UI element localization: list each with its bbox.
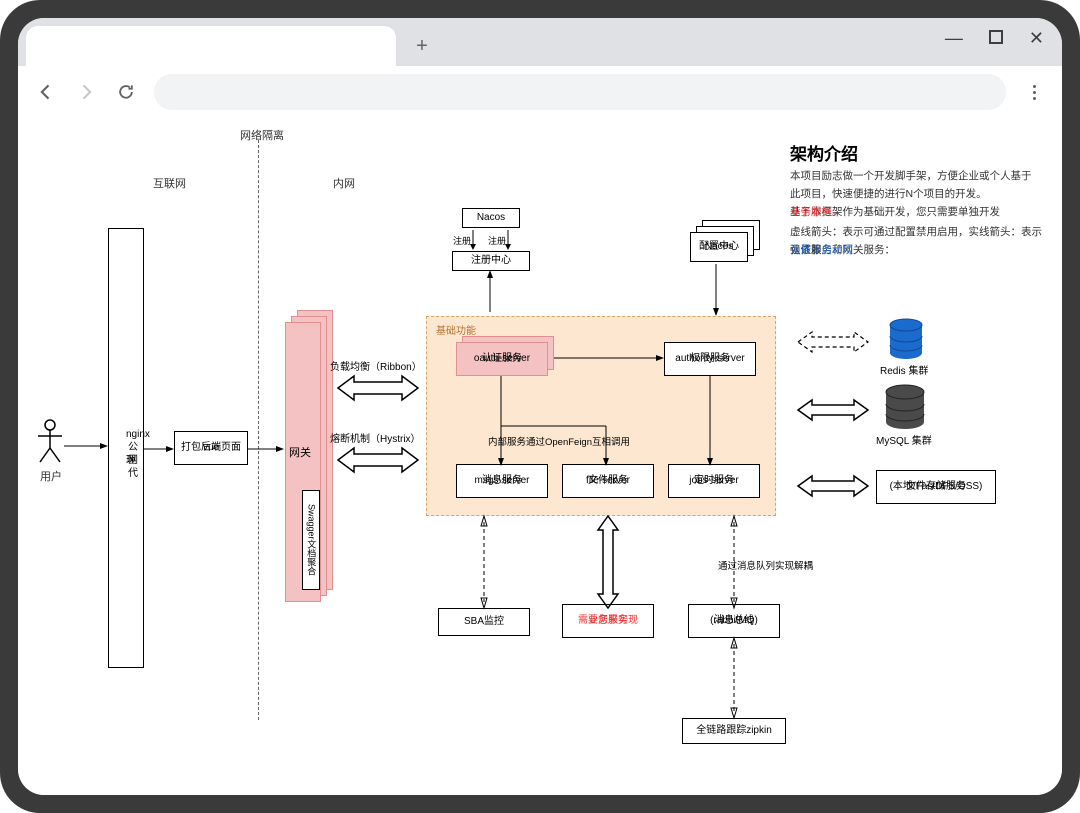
arrow-core-sba-dashed (478, 516, 498, 611)
box-zipkin: 全链路跟踪zipkin (682, 718, 786, 744)
minimize-button[interactable]: — (945, 28, 963, 49)
arrow-register (458, 230, 528, 252)
browser-tab-bar: + — ✕ (18, 18, 1062, 66)
box-authority: authority-server 权限服务 (664, 342, 756, 376)
box-register-center: 注册中心 (452, 251, 530, 271)
maximize-button[interactable] (989, 28, 1003, 49)
label-internet: 互联网 (153, 175, 186, 191)
back-button[interactable] (34, 80, 58, 104)
side-p1: 本项目励志做一个开发脚手架，方便企业或个人基于此项目，快速便捷的进行N个项目的开… (790, 168, 1040, 204)
architecture-diagram: 网络隔离 互联网 内网 用户 nginx 公网代 理 vue (18, 118, 1062, 795)
box-swagger: Swagger文档聚合 (302, 490, 320, 590)
forward-button[interactable] (74, 80, 98, 104)
arrow-bidir-hystrix (338, 446, 418, 474)
arrow-core-bus-dashed (728, 516, 748, 611)
box-nacos-config-1: Nacos 配置中心 (690, 232, 748, 262)
label-core-title: 基础功能 (436, 322, 476, 337)
address-bar[interactable] (154, 74, 1006, 110)
label-user: 用户 (40, 468, 62, 484)
label-redis: Redis 集群 (880, 362, 928, 377)
arrows-oauth-down (501, 376, 721, 476)
label-network-isolation: 网络隔离 (240, 127, 284, 143)
label-ribbon: 负载均衡（Ribbon） (330, 358, 422, 373)
window-controls: — ✕ (945, 28, 1044, 49)
label-intranet: 内网 (333, 175, 355, 191)
arrow-user-nginx (64, 441, 108, 451)
reload-button[interactable] (114, 80, 138, 104)
box-vue: vue 打包后端页面 (174, 431, 248, 465)
box-sba: SBA监控 (438, 608, 530, 636)
box-storage: 文件存储服务 (本地/FastDFS/OSS) (876, 470, 996, 504)
new-tab-button[interactable]: + (408, 32, 436, 60)
browser-tab-active[interactable] (26, 26, 396, 66)
arrow-nginx-vue (144, 444, 174, 454)
arrow-bidir-redis-dashed (798, 330, 868, 354)
more-menu-button[interactable] (1022, 85, 1046, 100)
arrow-bidir-storage (798, 474, 868, 498)
box-oauth: oauth-server 认证服务 (456, 342, 548, 376)
arrows-top-down (488, 270, 748, 330)
close-button[interactable]: ✕ (1029, 28, 1044, 49)
label-nginx: nginx 公网代 理 (112, 428, 140, 454)
arrow-bidir-ribbon (338, 374, 418, 402)
label-gateway: 网关 (289, 444, 311, 460)
browser-toolbar (18, 66, 1062, 118)
label-mysql: MySQL 集群 (876, 432, 932, 447)
tablet-frame: + — ✕ 网络隔离 互联网 内网 (0, 0, 1080, 813)
mysql-icon (884, 384, 926, 430)
label-hystrix: 熔断机制（Hystrix） (330, 430, 421, 445)
arrow-bidir-mysql (798, 398, 868, 422)
user-icon (36, 418, 64, 466)
side-title: 架构介绍 (790, 140, 858, 165)
arrow-vue-gateway (248, 444, 284, 454)
tablet-screen: + — ✕ 网络隔离 互联网 内网 (18, 18, 1062, 795)
divider-dashed-line (258, 140, 259, 720)
arrow-core-biz-solid (598, 516, 618, 611)
box-nacos-top: Nacos (462, 208, 520, 228)
arrow-bus-zipkin-dashed (728, 638, 748, 720)
redis-icon (888, 318, 924, 360)
